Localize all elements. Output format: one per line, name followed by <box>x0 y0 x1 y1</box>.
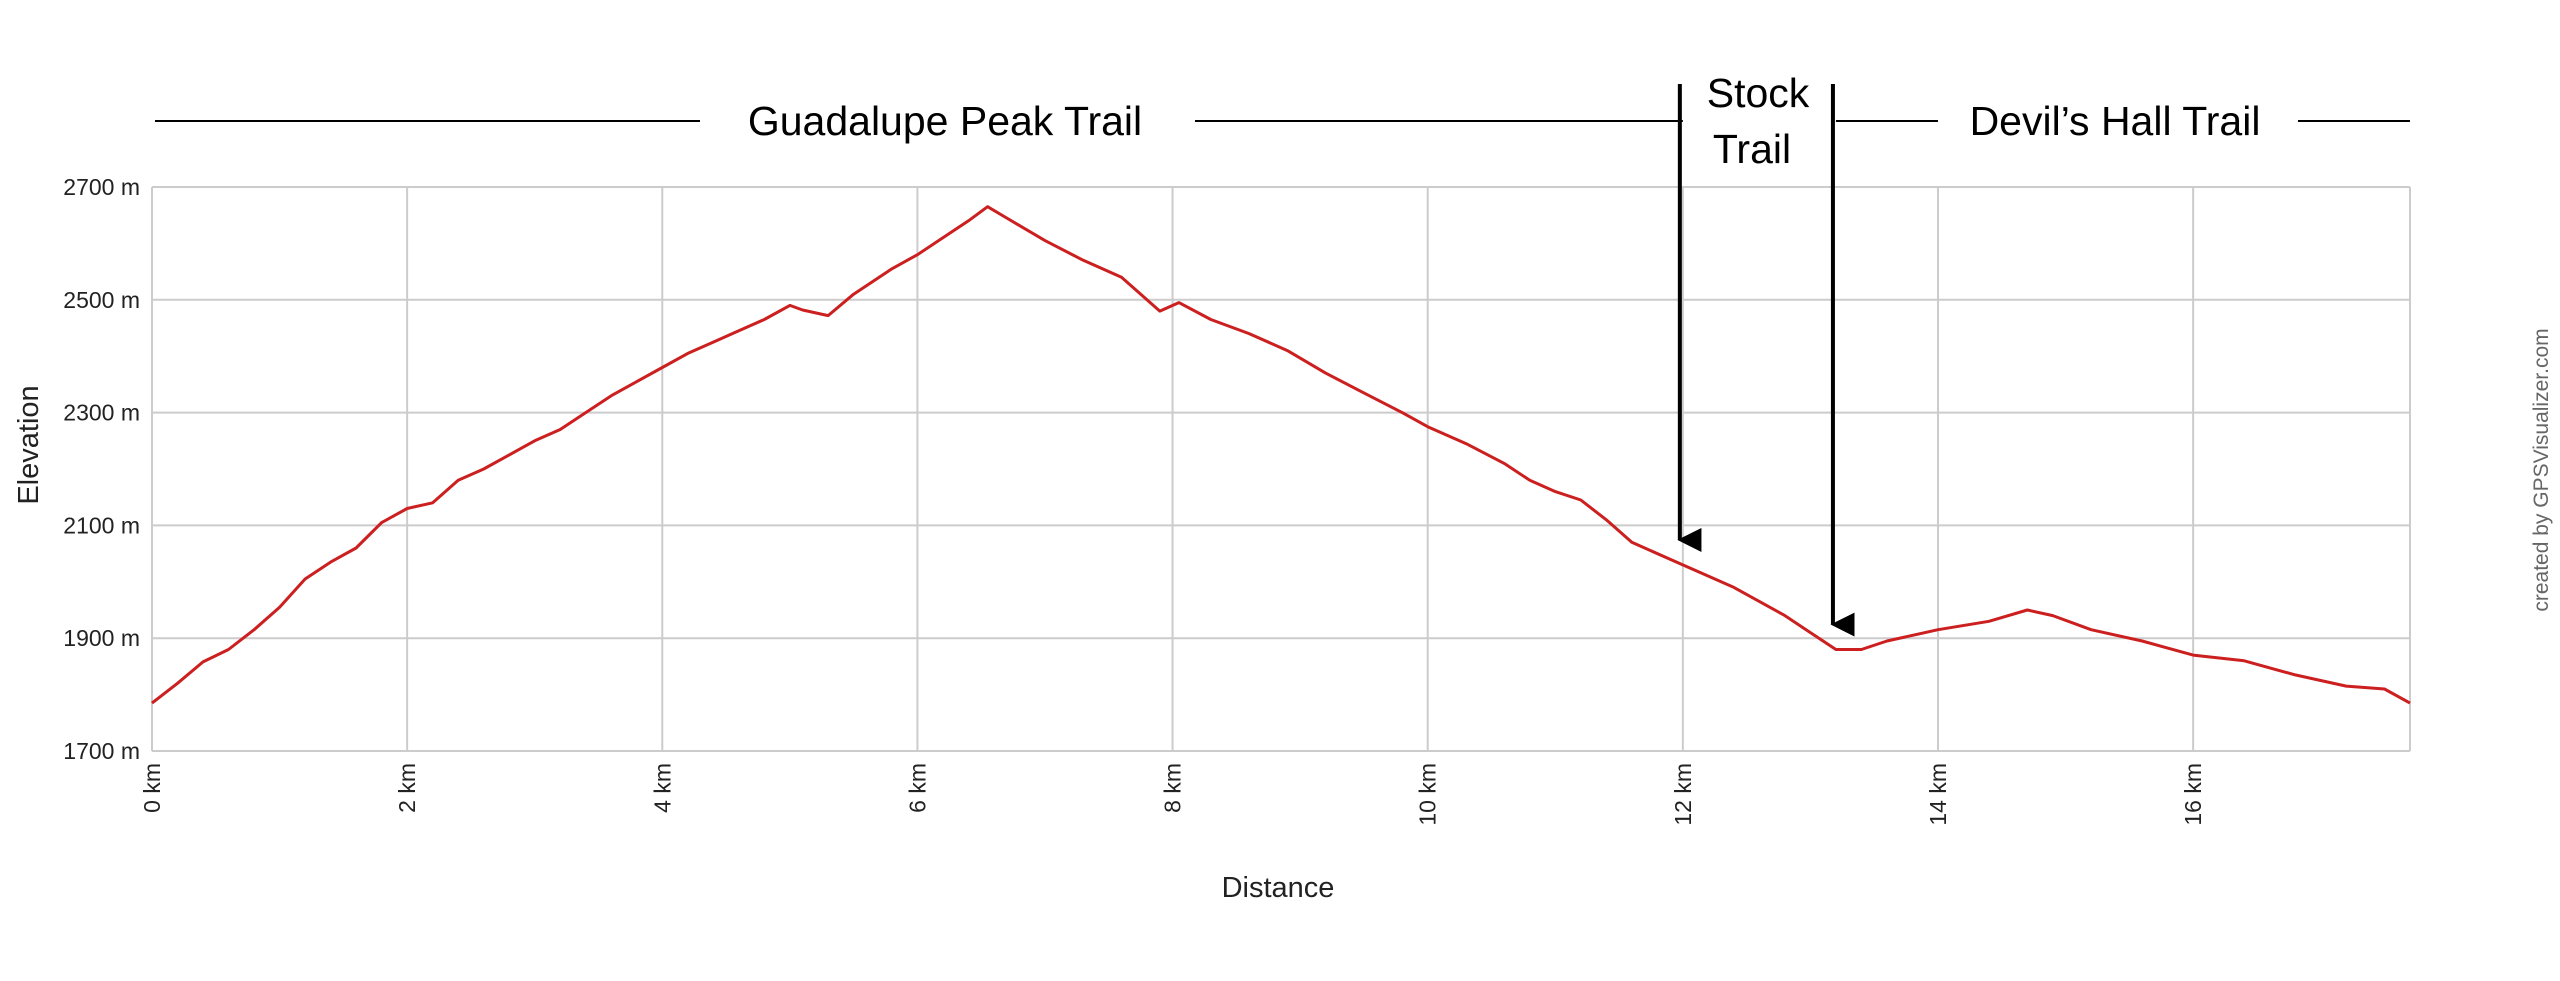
y-tick-label: 1700 m <box>63 738 140 764</box>
chart-grid <box>151 186 2411 752</box>
annotation-devils-hall-trail: Devil’s Hall Trail <box>1970 98 2261 144</box>
y-tick-label: 2700 m <box>63 174 140 200</box>
y-axis-title: Elevation <box>13 385 45 504</box>
x-tick-label: 6 km <box>904 763 930 813</box>
y-tick-label: 2500 m <box>63 287 140 313</box>
x-axis-tick-labels: 0 km 2 km 4 km 6 km 8 km 10 km 12 km 14 km 16 km <box>139 763 2206 826</box>
credit-text: created by GPSVisualizer.com <box>2530 328 2553 611</box>
elevation-profile-line <box>151 205 2411 705</box>
x-tick-label: 2 km <box>394 763 420 813</box>
y-tick-label: 2100 m <box>63 512 140 538</box>
trail-annotations: Guadalupe Peak Trail Stock Trail Devil’s Ha… <box>155 70 2410 637</box>
x-tick-label: 0 km <box>139 763 165 813</box>
annotation-guadalupe-peak-trail: Guadalupe Peak Trail <box>748 98 1142 144</box>
annotation-stock-trail-line2: Trail <box>1713 126 1791 172</box>
x-tick-label: 4 km <box>649 763 675 813</box>
y-tick-label: 2300 m <box>63 400 140 426</box>
x-axis-title: Distance <box>1222 872 1335 904</box>
annotation-stock-trail-line1: Stock <box>1707 70 1810 116</box>
x-tick-label: 10 km <box>1415 763 1441 826</box>
x-tick-label: 14 km <box>1925 763 1951 826</box>
x-tick-label: 16 km <box>2180 763 2206 826</box>
x-tick-label: 8 km <box>1160 763 1186 813</box>
x-tick-label: 12 km <box>1670 763 1696 826</box>
y-tick-label: 1900 m <box>63 625 140 651</box>
y-axis-tick-labels: 1700 m 1900 m 2100 m 2300 m 2500 m 2700 m <box>63 174 140 764</box>
